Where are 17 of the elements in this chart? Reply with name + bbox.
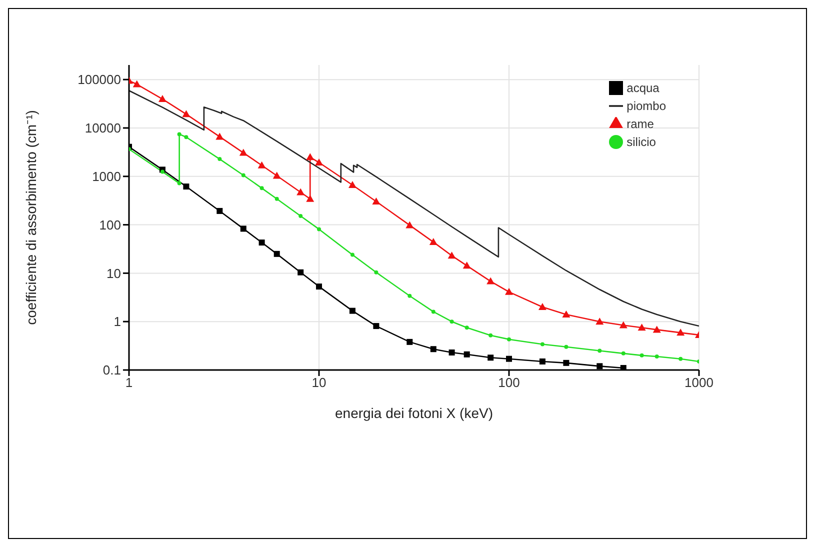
legend-label: piombo bbox=[626, 99, 666, 113]
x-tick-label: 100 bbox=[498, 375, 520, 390]
y-tick-label: 10000 bbox=[84, 120, 121, 136]
x-axis-title: energia dei fotoni X (keV) bbox=[335, 405, 493, 421]
y-tick-label: 0.1 bbox=[102, 362, 121, 378]
y-tick-label: 10 bbox=[106, 266, 121, 281]
legend-label: silicio bbox=[626, 135, 656, 149]
y-tick-label: 1000 bbox=[92, 168, 121, 184]
y-tick-label: 100000 bbox=[78, 72, 121, 88]
y-tick-label: 1 bbox=[114, 314, 121, 330]
x-tick-label: 10 bbox=[312, 375, 326, 390]
y-axis-title: coefficiente di assorbimento (cm⁻¹) bbox=[22, 110, 39, 325]
x-tick-label: 1 bbox=[125, 375, 133, 390]
y-tick-label: 100 bbox=[99, 217, 121, 232]
x-tick-label: 1000 bbox=[684, 375, 714, 390]
legend-label: acqua bbox=[626, 81, 660, 95]
legend-label: rame bbox=[626, 117, 654, 131]
